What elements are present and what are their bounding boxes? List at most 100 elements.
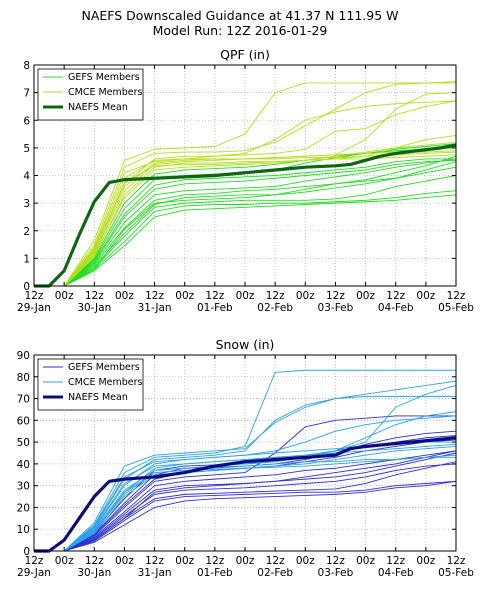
gefs-member-line	[34, 450, 457, 552]
x-tick-label: 00z	[175, 555, 194, 567]
x-tick-label: 12z	[145, 555, 164, 567]
x-tick-label: 12z	[25, 290, 44, 302]
x-date-label: 01-Feb	[197, 302, 233, 314]
gefs-member-line	[34, 190, 457, 287]
x-tick-label: 00z	[115, 290, 134, 302]
cmce-member-line	[34, 454, 457, 552]
figure-subtitle: Model Run: 12Z 2016-01-29	[152, 23, 328, 38]
cmce-member-line	[34, 100, 457, 287]
gefs-member-line	[34, 155, 457, 287]
figure-title: NAEFS Downscaled Guidance at 41.37 N 111…	[81, 8, 399, 23]
y-tick-label: 6	[23, 115, 30, 127]
x-tick-label: 00z	[55, 555, 74, 567]
x-date-label: 03-Feb	[318, 567, 354, 579]
legend-label: GEFS Members	[68, 72, 140, 83]
y-tick-label: 4	[23, 171, 30, 183]
gefs-member-line	[34, 480, 457, 552]
y-tick-label: 80	[17, 372, 30, 384]
gefs-member-line	[34, 158, 457, 287]
mean-series-line	[34, 436, 457, 553]
x-date-label: 03-Feb	[318, 302, 354, 314]
cmce-member-line	[34, 395, 456, 552]
y-tick-label: 5	[23, 143, 30, 155]
x-tick-label: 12z	[326, 555, 345, 567]
y-tick-label: 2	[23, 226, 30, 238]
y-tick-label: 50	[17, 437, 30, 449]
cmce-member-line	[34, 82, 456, 287]
gefs-member-line	[34, 166, 457, 287]
x-tick-label: 12z	[266, 555, 285, 567]
x-tick-label: 12z	[85, 555, 104, 567]
cmce-member-line	[34, 385, 457, 552]
x-tick-label: 12z	[386, 290, 405, 302]
y-tick-label: 60	[17, 415, 30, 427]
gefs-member-line	[34, 175, 457, 287]
x-tick-label: 00z	[55, 290, 74, 302]
x-tick-label: 12z	[447, 290, 466, 302]
cmce-member-line	[34, 380, 457, 552]
x-tick-label: 12z	[205, 555, 224, 567]
gefs-member-line	[34, 463, 457, 552]
gefs-member-line	[34, 415, 456, 552]
y-tick-label: 70	[17, 394, 30, 406]
gefs-member-line	[34, 194, 457, 287]
y-tick-label: 1	[23, 253, 30, 265]
x-tick-label: 00z	[175, 290, 194, 302]
x-tick-label: 00z	[416, 290, 435, 302]
x-date-label: 01-Feb	[197, 567, 233, 579]
legend-label: GEFS Members	[68, 362, 140, 373]
cmce-member-line	[34, 81, 457, 287]
snow-chart: 0 10 20 30 40 50 60 70 80 90 12z 00z 12z 00z 12z 00z 12z…	[17, 337, 475, 579]
y-tick-label: 40	[17, 459, 30, 471]
x-tick-label: 12z	[326, 290, 345, 302]
x-date-label: 30-Jan	[77, 302, 111, 314]
x-date-label: 29-Jan	[17, 302, 51, 314]
y-tick-label: 10	[17, 524, 30, 536]
legend-label: CMCE Members	[68, 377, 143, 388]
x-tick-label: 00z	[296, 555, 315, 567]
y-tick-label: 90	[17, 350, 30, 362]
gefs-member-line	[34, 480, 457, 552]
x-tick-label: 00z	[296, 290, 315, 302]
x-tick-label: 00z	[416, 555, 435, 567]
y-tick-label: 0	[23, 281, 30, 293]
x-date-label: 30-Jan	[77, 567, 111, 579]
x-tick-label: 00z	[236, 290, 255, 302]
x-date-label: 31-Jan	[138, 302, 172, 314]
cmce-member-line	[34, 100, 457, 287]
x-tick-label: 12z	[145, 290, 164, 302]
x-tick-label: 12z	[386, 555, 405, 567]
x-date-label: 04-Feb	[378, 567, 414, 579]
gefs-member-line	[34, 159, 457, 287]
gefs-member-line	[34, 147, 457, 287]
cmce-member-line	[34, 415, 457, 552]
y-tick-label: 30	[17, 481, 30, 493]
legend-label: CMCE Members	[68, 87, 143, 98]
x-tick-label: 00z	[356, 290, 375, 302]
x-tick-label: 00z	[236, 555, 255, 567]
x-tick-label: 00z	[115, 555, 134, 567]
qpf-chart: 0 1 2 3 4 5 6 7 8 12z 00z 12z 00z 12z 00z 12z 00z 12z 00z 1…	[17, 50, 474, 314]
x-date-label: 05-Feb	[438, 567, 474, 579]
x-date-label: 31-Jan	[138, 567, 172, 579]
x-tick-label: 12z	[85, 290, 104, 302]
gefs-member-line	[34, 158, 456, 287]
cmce-member-line	[34, 411, 457, 552]
x-tick-label: 12z	[266, 290, 285, 302]
y-tick-label: 0	[23, 546, 30, 558]
cmce-member-line	[34, 141, 457, 287]
x-date-label: 29-Jan	[17, 567, 51, 579]
x-tick-label: 00z	[356, 555, 375, 567]
y-tick-label: 7	[23, 88, 30, 100]
gefs-member-line	[34, 450, 457, 552]
x-tick-label: 12z	[205, 290, 224, 302]
x-date-label: 02-Feb	[257, 567, 293, 579]
legend-label: NAEFS Mean	[68, 102, 128, 113]
chart-title: Snow (in)	[216, 337, 275, 352]
x-date-label: 05-Feb	[438, 302, 474, 314]
x-tick-label: 12z	[447, 555, 466, 567]
mean-series-line	[34, 143, 457, 288]
x-date-label: 02-Feb	[257, 302, 293, 314]
y-tick-label: 8	[23, 60, 30, 72]
